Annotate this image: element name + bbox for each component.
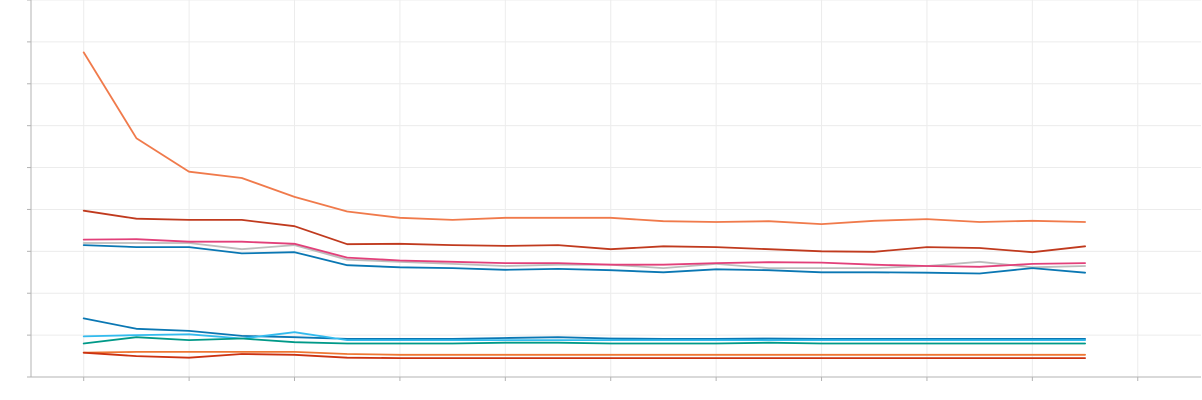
series-group	[82, 51, 1086, 360]
series-line-6	[82, 317, 1086, 340]
series-line-10	[82, 351, 1086, 360]
series-line-9	[82, 350, 1086, 356]
series-line-8	[82, 336, 1086, 345]
series-line-5	[82, 244, 1086, 275]
series-line-2	[82, 209, 1086, 254]
grid	[31, 0, 1201, 378]
axes	[27, 0, 1201, 381]
series-line-7	[82, 331, 1086, 342]
series-line-1	[82, 51, 1086, 226]
series-line-4	[82, 238, 1086, 268]
